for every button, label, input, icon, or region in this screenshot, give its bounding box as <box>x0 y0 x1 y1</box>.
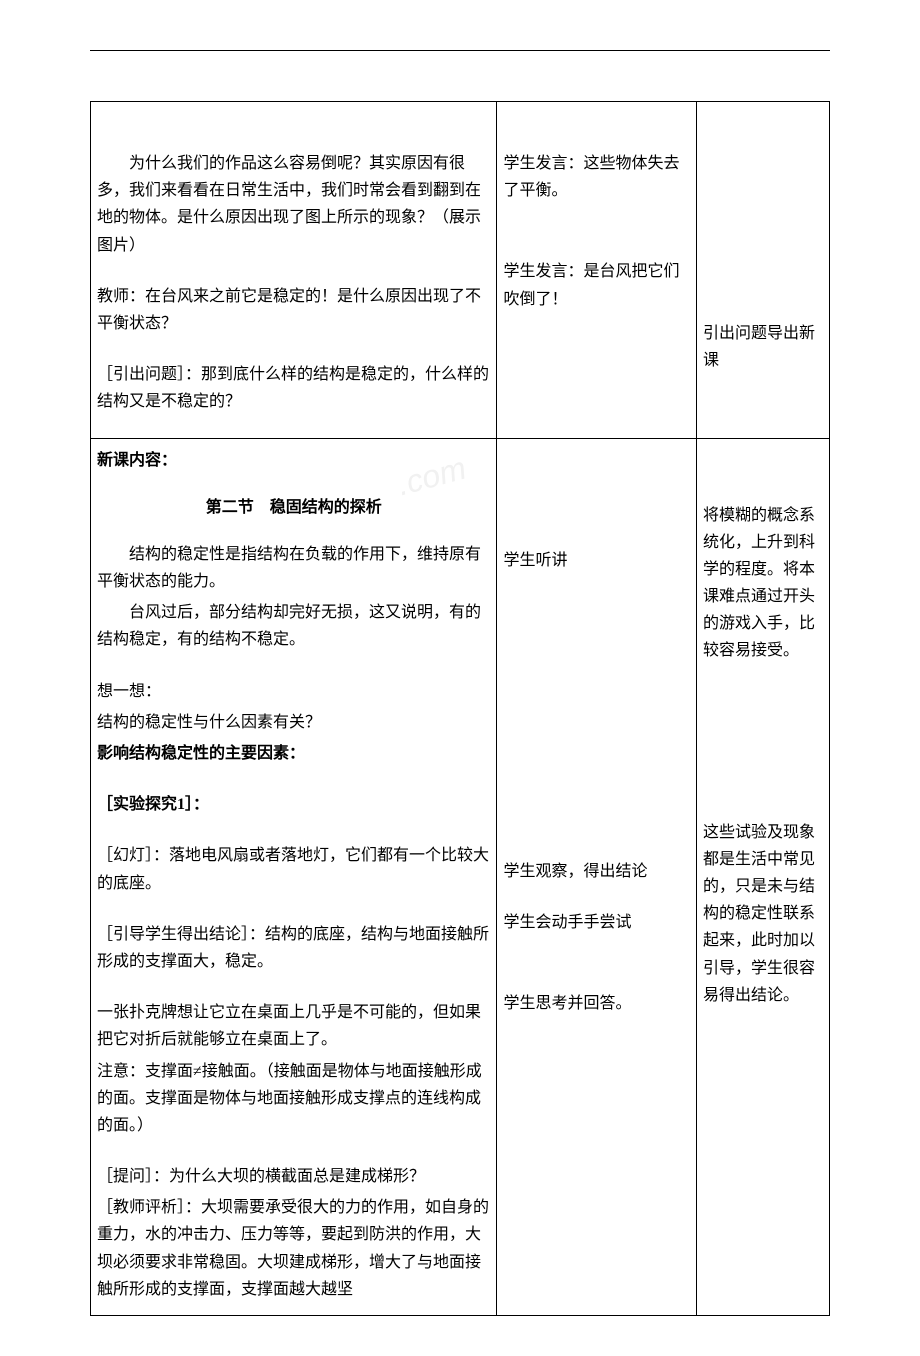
student-listen: 学生听讲 <box>503 547 690 574</box>
para-lead-question: ［引出问题］：那到底什么样的结构是稳定的，什么样的结构又是不稳定的？ <box>97 361 490 415</box>
notes-1: 引出问题导出新课 <box>703 320 823 374</box>
design-intent-cell: 引出问题导出新课 <box>696 102 829 439</box>
question-para: ［提问］：为什么大坝的横截面总是建成梯形？ <box>97 1163 490 1190</box>
student-response-2: 学生发言：是台风把它们吹倒了！ <box>503 258 690 312</box>
note-para: 注意：支撑面≠接触面。（接触面是物体与地面接触形成的面。支撑面是物体与地面接触形… <box>97 1058 490 1140</box>
teacher-activity-cell: 为什么我们的作品这么容易倒呢？其实原因有很多，我们来看看在日常生活中，我们时常会… <box>91 102 497 439</box>
conclusion-para: ［引导学生得出结论］：结构的底座，结构与地面接触所形成的支撑面大，稳定。 <box>97 921 490 975</box>
think-question: 结构的稳定性与什么因素有关？ <box>97 709 490 736</box>
student-think: 学生思考并回答。 <box>503 990 690 1017</box>
para-intro: 为什么我们的作品这么容易倒呢？其实原因有很多，我们来看看在日常生活中，我们时常会… <box>97 150 490 259</box>
card-para: 一张扑克牌想让它立在桌面上几乎是不可能的，但如果把它对折后就能够立在桌面上了。 <box>97 999 490 1053</box>
notes-experiment: 这些试验及现象都是生活中常见的，只是未与结构的稳定性联系起来，此时加以引导，学生… <box>703 819 823 1009</box>
think-label: 想一想： <box>97 678 490 705</box>
section-heading: 新课内容： <box>97 447 490 474</box>
student-response-1: 学生发言：这些物体失去了平衡。 <box>503 150 690 204</box>
experiment-label: ［实验探究1］： <box>97 791 490 818</box>
notes-concept: 将模糊的概念系统化，上升到科学的程度。将本课难点通过开头的游戏入手，比较容易接受… <box>703 502 823 665</box>
table-row: 为什么我们的作品这么容易倒呢？其实原因有很多，我们来看看在日常生活中，我们时常会… <box>91 102 830 439</box>
factors-heading: 影响结构稳定性的主要因素： <box>97 740 490 767</box>
student-activity-cell: 学生发言：这些物体失去了平衡。 学生发言：是台风把它们吹倒了！ <box>497 102 697 439</box>
para-teacher-q: 教师：在台风来之前它是稳定的！是什么原因出现了不平衡状态？ <box>97 283 490 337</box>
top-rule <box>90 50 830 51</box>
example-para: 台风过后，部分结构却完好无损，这又说明，有的结构稳定，有的结构不稳定。 <box>97 599 490 653</box>
student-observe: 学生观察，得出结论 <box>503 858 690 885</box>
lesson-table: 为什么我们的作品这么容易倒呢？其实原因有很多，我们来看看在日常生活中，我们时常会… <box>90 101 830 1316</box>
teacher-activity-cell: .com 新课内容： 第二节 稳固结构的探析 结构的稳定性是指结构在负载的作用下… <box>91 438 497 1316</box>
student-activity-cell: 学生听讲 学生观察，得出结论 学生会动手手尝试 学生思考并回答。 <box>497 438 697 1316</box>
definition-para: 结构的稳定性是指结构在负载的作用下，维持原有平衡状态的能力。 <box>97 541 490 595</box>
slide-para: ［幻灯］：落地电风扇或者落地灯，它们都有一个比较大的底座。 <box>97 842 490 896</box>
analysis-para: ［教师评析］：大坝需要承受很大的力的作用，如自身的重力，水的冲击力、压力等等，要… <box>97 1194 490 1303</box>
student-try: 学生会动手手尝试 <box>503 909 690 936</box>
table-row: .com 新课内容： 第二节 稳固结构的探析 结构的稳定性是指结构在负载的作用下… <box>91 438 830 1316</box>
lesson-title: 第二节 稳固结构的探析 <box>97 494 490 521</box>
page-container: 为什么我们的作品这么容易倒呢？其实原因有很多，我们来看看在日常生活中，我们时常会… <box>0 0 920 1356</box>
design-intent-cell: 将模糊的概念系统化，上升到科学的程度。将本课难点通过开头的游戏入手，比较容易接受… <box>696 438 829 1316</box>
